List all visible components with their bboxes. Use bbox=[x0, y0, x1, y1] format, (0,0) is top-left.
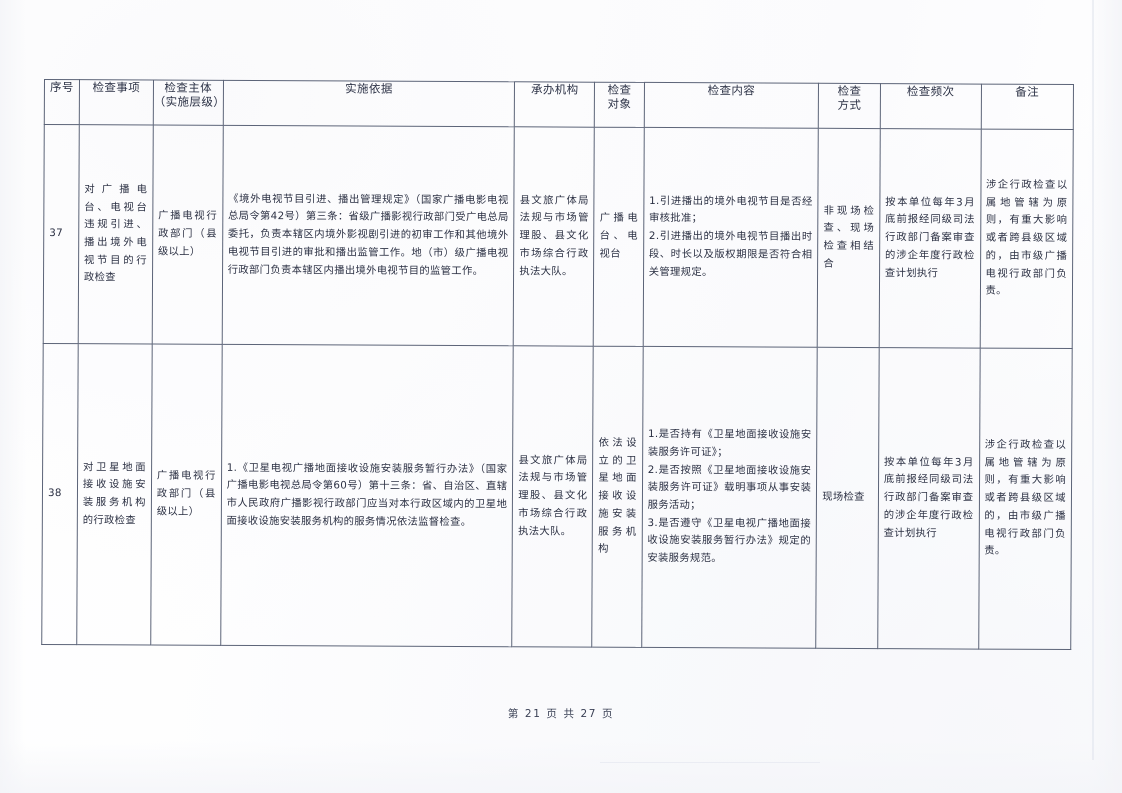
scan-artifact-streak bbox=[600, 762, 820, 763]
table-row: 37 对广播电台、电视台违规引进、播出境外电视节目的行政检查 广播电视行政部门（… bbox=[43, 124, 1074, 349]
column-header-legal-basis-line1: 实施依据 bbox=[345, 81, 393, 96]
column-header-inspection-item-line1: 检查事项 bbox=[92, 80, 141, 95]
row-inspection-content-item: 1.是否持有《卫星地面接收设施安装服务许可证》； bbox=[647, 428, 812, 459]
row-legal-basis-paragraph: 1.《卫星电视广播地面接收设施安装服务暂行办法》（国家广播电影电视总局令第60号… bbox=[226, 461, 508, 528]
table-row: 38 对卫星地面接收设施安装服务机构的行政检查 广播电视行政部门（县级以上） bbox=[41, 343, 1073, 650]
column-header-handling-org-line1: 承办机构 bbox=[530, 82, 579, 97]
row-remark-value: 涉企行政检查以属地管辖为原则，有重大影响或者跨县级区域的，由市级广播电视行政部门… bbox=[984, 438, 1067, 557]
cell-inspection-method: 现场检查 bbox=[815, 347, 880, 649]
cell-inspection-frequency: 按本单位每年3月底前报经同级司法行政部门备案审查的涉企年度行政检查计划执行 bbox=[879, 128, 981, 349]
table-header: 序号 检查事项 检查主体 （实施层级） bbox=[44, 79, 1074, 130]
row-handling-org-value: 县文旅广体局法规与市场管理股、县文化市场综合行政执法大队。 bbox=[519, 194, 589, 278]
cell-inspection-subject: 广播电视行政部门（县级以上） bbox=[150, 344, 222, 646]
row-inspection-method-value: 非现场检查、现场检查相结合 bbox=[823, 204, 875, 270]
cell-inspection-content: 1.是否持有《卫星地面接收设施安装服务许可证》； 2.是否按照《卫星地面接收设施… bbox=[641, 346, 818, 649]
column-header-inspection-target-line2: 对象 bbox=[607, 97, 632, 112]
column-header-inspection-target: 检查 对象 bbox=[594, 82, 645, 128]
cell-inspection-target: 依法设立的卫星地面接收设施安装服务机构 bbox=[592, 346, 643, 648]
row-inspection-target-value: 广播电台、电视台 bbox=[599, 212, 639, 260]
row-inspection-content-item: 1.引进播出的境外电视节目是否经审核批准； bbox=[648, 194, 813, 225]
row-remark-value: 涉企行政检查以属地管辖为原则，有重大影响或者跨县级区域的，由市级广播电视行政部门… bbox=[985, 178, 1068, 297]
inspection-items-table: 序号 检查事项 检查主体 （实施层级） bbox=[41, 79, 1074, 650]
cell-inspection-subject: 广播电视行政部门（县级以上） bbox=[152, 125, 223, 345]
row-inspection-content-item: 2.是否按照《卫星地面接收设施安装服务许可证》载明事项从事安装服务活动； bbox=[647, 463, 812, 512]
column-header-inspection-method-line1: 检查 bbox=[837, 83, 862, 98]
column-header-inspection-method: 检查 方式 bbox=[818, 83, 881, 129]
column-header-inspection-frequency: 检查频次 bbox=[880, 83, 982, 130]
row-handling-org-value: 县文旅广体局法规与市场管理股、县文化市场综合行政执法大队。 bbox=[518, 454, 588, 538]
column-header-inspection-item: 检查事项 bbox=[79, 79, 154, 126]
page-footer: 第 21 页 共 27 页 bbox=[0, 706, 1122, 721]
cell-remark: 涉企行政检查以属地管辖为原则，有重大影响或者跨县级区域的，由市级广播电视行政部门… bbox=[978, 348, 1073, 650]
row-inspection-item-value: 对卫星地面接收设施安装服务机构的行政检查 bbox=[82, 460, 146, 527]
column-header-legal-basis: 实施依据 bbox=[222, 80, 515, 127]
row-legal-basis-paragraph: 《境外电视节目引进、播出管理规定》（国家广播电影电视总局令第42号）第三条：省级… bbox=[227, 192, 509, 277]
row-inspection-method-value: 现场检查 bbox=[822, 490, 865, 504]
inspection-items-table-container: 序号 检查事项 检查主体 （实施层级） bbox=[41, 79, 1074, 650]
cell-handling-org: 县文旅广体局法规与市场管理股、县文化市场综合行政执法大队。 bbox=[512, 345, 594, 648]
scan-artifact-streak bbox=[1092, 0, 1094, 760]
row-inspection-item-value: 对广播电台、电视台违规引进、播出境外电视节目的行政检查 bbox=[83, 183, 148, 284]
cell-seq: 37 bbox=[43, 124, 80, 344]
column-header-inspection-content: 检查内容 bbox=[643, 82, 819, 129]
column-header-seq-line1: 序号 bbox=[49, 80, 74, 95]
table-header-row: 序号 检查事项 检查主体 （实施层级） bbox=[44, 79, 1074, 130]
cell-legal-basis: 1.《卫星电视广播地面接收设施安装服务暂行办法》（国家广播电影电视总局令第60号… bbox=[220, 344, 514, 647]
column-header-inspection-subject: 检查主体 （实施层级） bbox=[153, 80, 226, 126]
column-header-inspection-content-line1: 检查内容 bbox=[707, 83, 756, 98]
cell-inspection-item: 对广播电台、电视台违规引进、播出境外电视节目的行政检查 bbox=[78, 124, 154, 345]
cell-seq: 38 bbox=[41, 343, 79, 645]
row-seq-value: 37 bbox=[49, 227, 64, 240]
cell-inspection-item: 对卫星地面接收设施安装服务机构的行政检查 bbox=[76, 343, 153, 646]
row-inspection-target-value: 依法设立的卫星地面接收设施安装服务机构 bbox=[598, 436, 637, 556]
scan-right-edge-shadow bbox=[1088, 0, 1122, 793]
page-number-text: 第 21 页 共 27 页 bbox=[507, 708, 615, 720]
column-header-inspection-subject-line1: 检查主体 bbox=[164, 80, 213, 95]
cell-inspection-frequency: 按本单位每年3月底前报经同级司法行政部门备案审查的涉企年度行政检查计划执行 bbox=[877, 347, 980, 650]
cell-inspection-content: 1.引进播出的境外电视节目是否经审核批准； 2.引进播出的境外电视节目播出时段、… bbox=[642, 127, 819, 348]
cell-remark: 涉企行政检查以属地管辖为原则，有重大影响或者跨县级区域的，由市级广播电视行政部门… bbox=[979, 129, 1074, 349]
cell-handling-org: 县文旅广体局法规与市场管理股、县文化市场综合行政执法大队。 bbox=[513, 126, 595, 347]
column-header-inspection-subject-line2: （实施层级） bbox=[153, 94, 226, 110]
column-header-inspection-method-line2: 方式 bbox=[837, 98, 862, 113]
table-body: 37 对广播电台、电视台违规引进、播出境外电视节目的行政检查 广播电视行政部门（… bbox=[41, 124, 1074, 650]
column-header-inspection-target-line1: 检查 bbox=[607, 82, 632, 97]
column-header-remark: 备注 bbox=[980, 84, 1074, 130]
row-inspection-subject-value: 广播电视行政部门（县级以上） bbox=[157, 209, 218, 258]
column-header-remark-line1: 备注 bbox=[1015, 84, 1040, 99]
row-inspection-frequency-value: 按本单位每年3月底前报经同级司法行政部门备案审查的涉企年度行政检查计划执行 bbox=[883, 455, 974, 539]
row-inspection-content-item: 2.引进播出的境外电视节目播出时段、时长以及版权期限是否符合相关管理规定。 bbox=[648, 230, 813, 278]
scan-bottom-edge-shadow bbox=[0, 741, 1122, 793]
cell-legal-basis: 《境外电视节目引进、播出管理规定》（国家广播电影电视总局令第42号）第三条：省级… bbox=[221, 125, 515, 346]
column-header-inspection-frequency-line1: 检查频次 bbox=[906, 84, 955, 99]
row-inspection-content-item: 3.是否遵守《卫星电视广播地面接收设施安装服务暂行办法》规定的安装服务规范。 bbox=[647, 516, 812, 565]
column-header-handling-org: 承办机构 bbox=[514, 81, 595, 128]
row-inspection-subject-value: 广播电视行政部门（县级以上） bbox=[156, 469, 216, 518]
row-inspection-frequency-value: 按本单位每年3月底前报经同级司法行政部门备案审查的涉企年度行政检查计划执行 bbox=[884, 195, 975, 279]
cell-inspection-method: 非现场检查、现场检查相结合 bbox=[817, 128, 881, 348]
cell-inspection-target: 广播电台、电视台 bbox=[593, 127, 644, 347]
row-seq-value: 38 bbox=[47, 487, 62, 500]
column-header-seq: 序号 bbox=[44, 79, 80, 125]
scan-left-edge-shadow bbox=[0, 0, 26, 793]
